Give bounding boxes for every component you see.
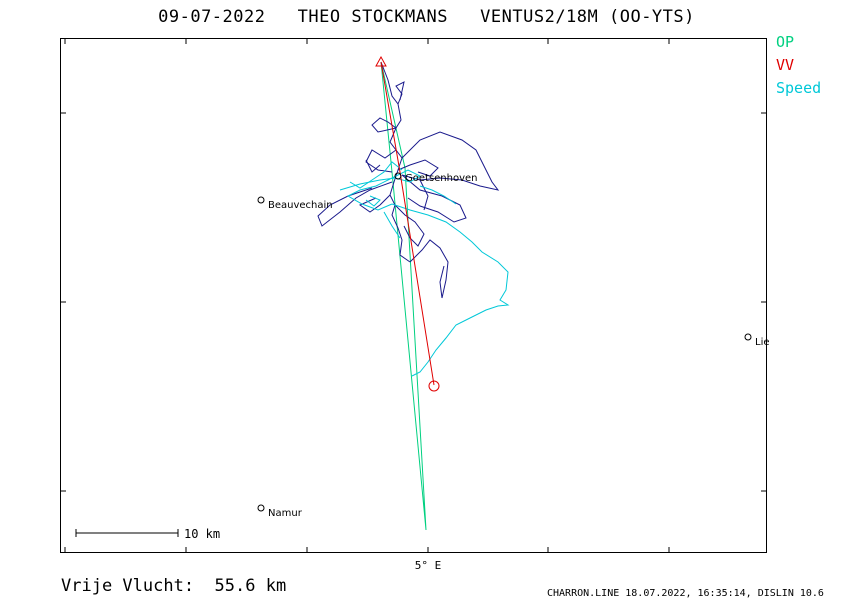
- legend-vv: VV: [776, 56, 795, 74]
- distance-summary: Vrije Vlucht: 55.6 km: [61, 576, 286, 596]
- town-label: Beauvechain: [268, 200, 333, 211]
- flight-title: 09-07-2022 THEO STOCKMANS VENTUS2/18M (O…: [158, 7, 695, 27]
- op-route: [380, 61, 427, 531]
- town-markers: Goetsenhoven Beauvechain Namur Lie: [257, 172, 770, 519]
- map-frame: [60, 38, 767, 553]
- vv-route: [375, 55, 440, 392]
- footer-info: CHARRON.LINE 18.07.2022, 16:35:14, DISLI…: [547, 588, 824, 599]
- legend-speed: Speed: [776, 79, 822, 97]
- distance-label: Vrije Vlucht:: [61, 576, 195, 596]
- distance-value: 55.6 km: [214, 576, 287, 596]
- town-label: Lie: [755, 337, 770, 348]
- town-label: Goetsenhoven: [405, 173, 478, 184]
- town-label: Namur: [268, 508, 303, 519]
- speed-track: [339, 161, 510, 377]
- legend-op: OP: [776, 33, 795, 51]
- flight-track: [317, 61, 500, 299]
- town-marker: [394, 172, 402, 180]
- scale-bar-label: 10 km: [184, 527, 220, 541]
- x-axis-tick-label: 5° E: [415, 559, 442, 572]
- town-marker: [257, 196, 265, 204]
- town-marker: [257, 504, 265, 512]
- scale-bar: [75, 529, 179, 537]
- town-marker: [744, 333, 752, 341]
- axis-ticks: [60, 38, 767, 553]
